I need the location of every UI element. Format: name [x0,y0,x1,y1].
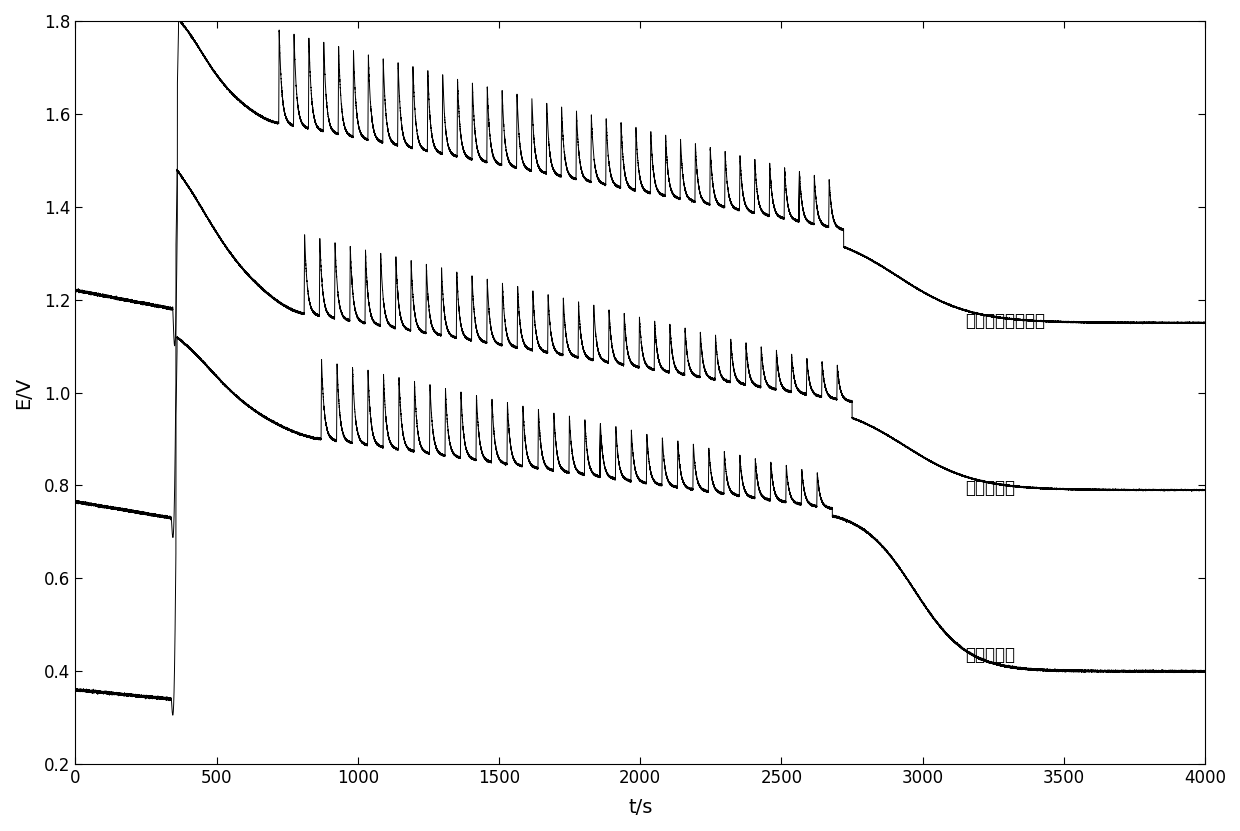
Text: 未知产黑枸杞样本: 未知产黑枸杞样本 [965,312,1045,330]
X-axis label: t/s: t/s [627,798,652,817]
Text: 新疏黑枸杞: 新疏黑枸杞 [965,646,1016,664]
Y-axis label: E/V: E/V [14,376,33,409]
Text: 青海黑枸杞: 青海黑枸杞 [965,479,1016,497]
